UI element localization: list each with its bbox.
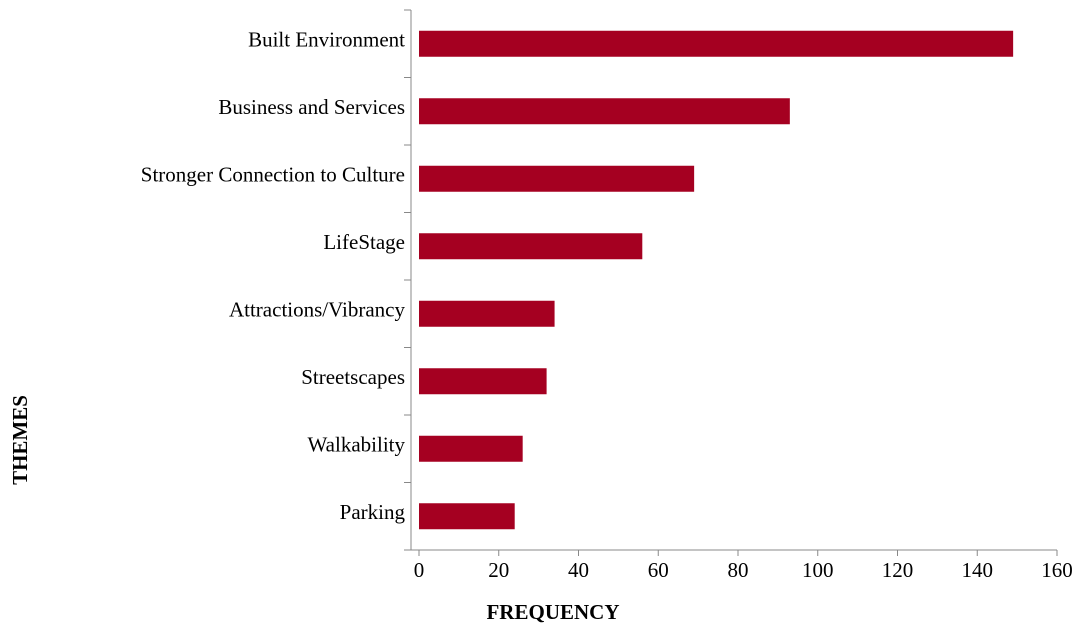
- x-tick-label: 40: [568, 558, 589, 582]
- y-tick-label: LifeStage: [323, 230, 405, 254]
- x-axis-label: FREQUENCY: [486, 600, 619, 624]
- y-tick-label: Streetscapes: [301, 365, 405, 389]
- bar: [419, 165, 695, 192]
- x-tick-label: 80: [728, 558, 749, 582]
- bar: [419, 435, 523, 462]
- bar: [419, 503, 515, 530]
- x-tick-label: 100: [802, 558, 834, 582]
- x-tick-label: 20: [488, 558, 509, 582]
- y-axis-label: THEMES: [8, 395, 32, 485]
- y-tick-label: Built Environment: [248, 28, 405, 52]
- bar: [419, 98, 790, 125]
- y-tick-label: Attractions/Vibrancy: [229, 298, 406, 322]
- x-tick-label: 0: [414, 558, 425, 582]
- bar: [419, 30, 1014, 57]
- x-tick-label: 160: [1041, 558, 1073, 582]
- x-tick-label: 60: [648, 558, 669, 582]
- y-tick-label: Walkability: [308, 433, 406, 457]
- x-tick-label: 140: [962, 558, 994, 582]
- y-tick-label: Parking: [340, 500, 406, 524]
- bar: [419, 233, 643, 260]
- y-tick-label: Stronger Connection to Culture: [141, 163, 405, 187]
- y-tick-label: Business and Services: [218, 95, 405, 119]
- x-tick-label: 120: [882, 558, 914, 582]
- bar: [419, 368, 547, 395]
- bar: [419, 300, 555, 327]
